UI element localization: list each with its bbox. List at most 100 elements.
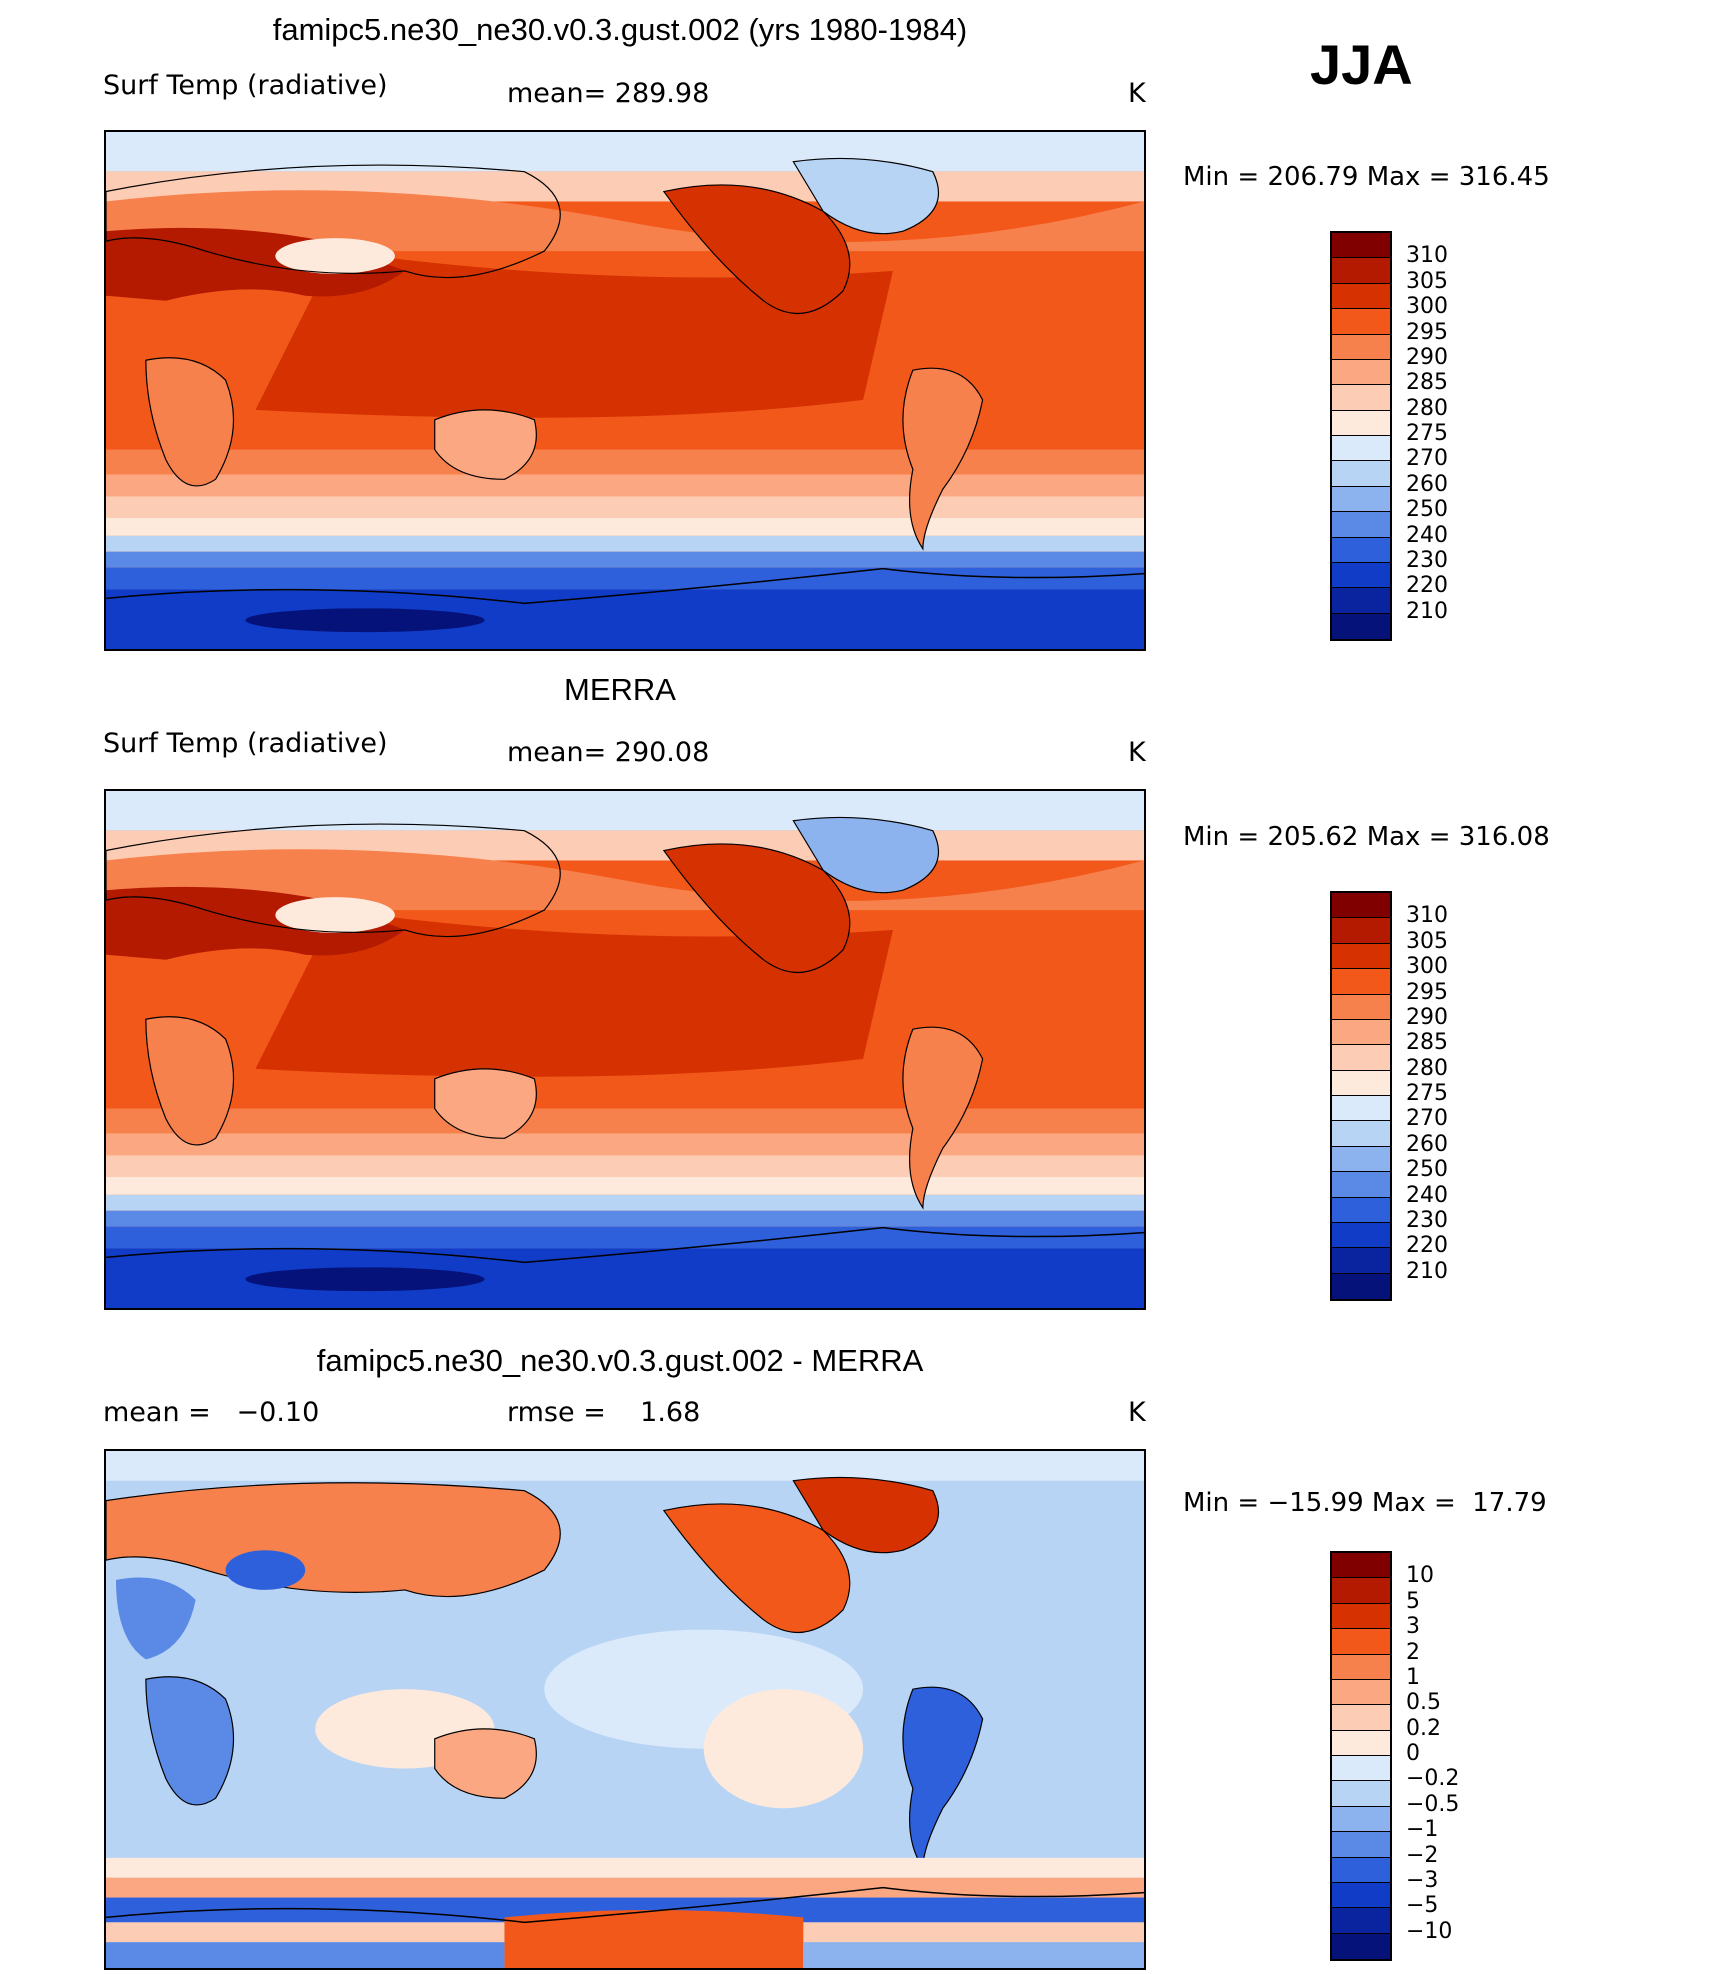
colorbar-swatch (1332, 1096, 1390, 1122)
colorbar-tick-label: −2 (1406, 1842, 1439, 1868)
colorbar-swatch (1332, 1146, 1390, 1173)
colorbar-tick-label: −5 (1406, 1893, 1439, 1919)
colorbar-tick-label: 295 (1406, 979, 1448, 1005)
colorbar-swatch (1332, 359, 1390, 386)
colorbar-tick-label: 270 (1406, 1106, 1448, 1132)
colorbar-swatch (1332, 1882, 1390, 1909)
colorbar-tick-label: 260 (1406, 471, 1448, 497)
colorbar-tick-label: 310 (1406, 243, 1448, 269)
colorbar-tick-label: 275 (1406, 1081, 1448, 1106)
colorbar-swatch (1332, 588, 1390, 614)
panel2-colorbar (1330, 891, 1392, 1301)
colorbar-tick-label: 250 (1406, 1157, 1448, 1183)
colorbar-tick-label: 305 (1406, 928, 1448, 954)
panel3-rmse-label: rmse = 1.68 (507, 1397, 701, 1428)
panel2-min-max: Min = 205.62 Max = 316.08 (1183, 822, 1550, 852)
colorbar-swatch (1332, 893, 1390, 919)
colorbar-swatch (1332, 1806, 1390, 1833)
colorbar-swatch (1332, 486, 1390, 513)
colorbar-swatch (1332, 1933, 1390, 1959)
colorbar-tick-label: 210 (1406, 598, 1448, 624)
colorbar-tick-label: 0.2 (1406, 1715, 1441, 1741)
colorbar-tick-label: 310 (1406, 903, 1448, 929)
colorbar-tick-label: 290 (1406, 1004, 1448, 1030)
panel2-map-svg (106, 791, 1144, 1308)
colorbar-swatch (1332, 969, 1390, 995)
panel3-title: famipc5.ne30_ne30.v0.3.gust.002 - MERRA (316, 1343, 924, 1378)
colorbar-swatch (1332, 436, 1390, 462)
colorbar-tick-label: 0 (1406, 1741, 1420, 1766)
panel1-units: K (1128, 78, 1146, 109)
panel3-map (104, 1449, 1146, 1970)
colorbar-tick-label: 220 (1406, 1233, 1448, 1259)
panel2-mean-label: mean= 290.08 (507, 737, 710, 768)
colorbar-swatch (1332, 1654, 1390, 1680)
colorbar-swatch (1332, 1070, 1390, 1096)
colorbar-swatch (1332, 537, 1390, 563)
colorbar-tick-label: 210 (1406, 1258, 1448, 1284)
panel3-units: K (1128, 1397, 1146, 1428)
panel2-units: K (1128, 737, 1146, 768)
colorbar-tick-label: 270 (1406, 446, 1448, 472)
panel1-variable-label: Surf Temp (radiative) (103, 70, 388, 101)
colorbar-tick-label: 240 (1406, 1182, 1448, 1208)
colorbar-swatch (1332, 943, 1390, 970)
colorbar-tick-label: −3 (1406, 1867, 1439, 1893)
colorbar-tick-label: 0.5 (1406, 1690, 1441, 1716)
colorbar-swatch (1332, 1019, 1390, 1046)
panel3-min-max: Min = −15.99 Max = 17.79 (1183, 1488, 1547, 1518)
colorbar-swatch (1332, 1857, 1390, 1883)
panel3-colorbar (1330, 1551, 1392, 1961)
panel1-map-svg (106, 132, 1144, 649)
colorbar-tick-label: 280 (1406, 395, 1448, 421)
colorbar-tick-label: 230 (1406, 1207, 1448, 1233)
colorbar-tick-label: 285 (1406, 370, 1448, 396)
colorbar-tick-label: 10 (1406, 1563, 1434, 1589)
colorbar-tick-label: 5 (1406, 1588, 1420, 1614)
colorbar-tick-label: −0.5 (1406, 1791, 1460, 1817)
colorbar-tick-label: −10 (1406, 1918, 1453, 1944)
colorbar-swatch (1332, 994, 1390, 1020)
colorbar-swatch (1332, 1705, 1390, 1731)
colorbar-swatch (1332, 1679, 1390, 1706)
colorbar-swatch (1332, 1121, 1390, 1147)
panel1-mean-label: mean= 289.98 (507, 78, 710, 109)
panel2-title: MERRA (564, 672, 676, 707)
colorbar-tick-label: 305 (1406, 268, 1448, 294)
colorbar-swatch (1332, 1756, 1390, 1782)
colorbar-tick-label: 285 (1406, 1030, 1448, 1056)
colorbar-tick-label: 250 (1406, 497, 1448, 523)
colorbar-tick-label: 1 (1406, 1664, 1420, 1690)
colorbar-tick-label: 290 (1406, 344, 1448, 370)
colorbar-swatch (1332, 334, 1390, 360)
colorbar-tick-label: −1 (1406, 1817, 1439, 1843)
colorbar-swatch (1332, 385, 1390, 411)
colorbar-swatch (1332, 1908, 1390, 1934)
colorbar-tick-label: 300 (1406, 294, 1448, 320)
colorbar-tick-label: 275 (1406, 421, 1448, 446)
colorbar-tick-label: 260 (1406, 1131, 1448, 1157)
colorbar-swatch (1332, 1045, 1390, 1071)
colorbar-tick-label: 280 (1406, 1055, 1448, 1081)
panel1-title: famipc5.ne30_ne30.v0.3.gust.002 (yrs 198… (272, 12, 968, 47)
colorbar-swatch (1332, 410, 1390, 436)
colorbar-swatch (1332, 1273, 1390, 1299)
colorbar-tick-label: −0.2 (1406, 1766, 1460, 1792)
colorbar-swatch (1332, 1603, 1390, 1630)
panel2-variable-label: Surf Temp (radiative) (103, 728, 388, 759)
colorbar-swatch (1332, 512, 1390, 538)
panel1-map (104, 130, 1146, 651)
panel1-min-max: Min = 206.79 Max = 316.45 (1183, 162, 1550, 192)
colorbar-swatch (1332, 1578, 1390, 1604)
colorbar-tick-label: 2 (1406, 1639, 1420, 1665)
panel3-map-svg (106, 1451, 1144, 1968)
colorbar-tick-label: 295 (1406, 319, 1448, 345)
colorbar-swatch (1332, 1730, 1390, 1756)
colorbar-swatch (1332, 1197, 1390, 1223)
colorbar-swatch (1332, 283, 1390, 310)
panel2-map (104, 789, 1146, 1310)
colorbar-tick-label: 230 (1406, 547, 1448, 573)
colorbar-swatch (1332, 1832, 1390, 1858)
season-label: JJA (1310, 33, 1413, 96)
colorbar-swatch (1332, 1248, 1390, 1274)
